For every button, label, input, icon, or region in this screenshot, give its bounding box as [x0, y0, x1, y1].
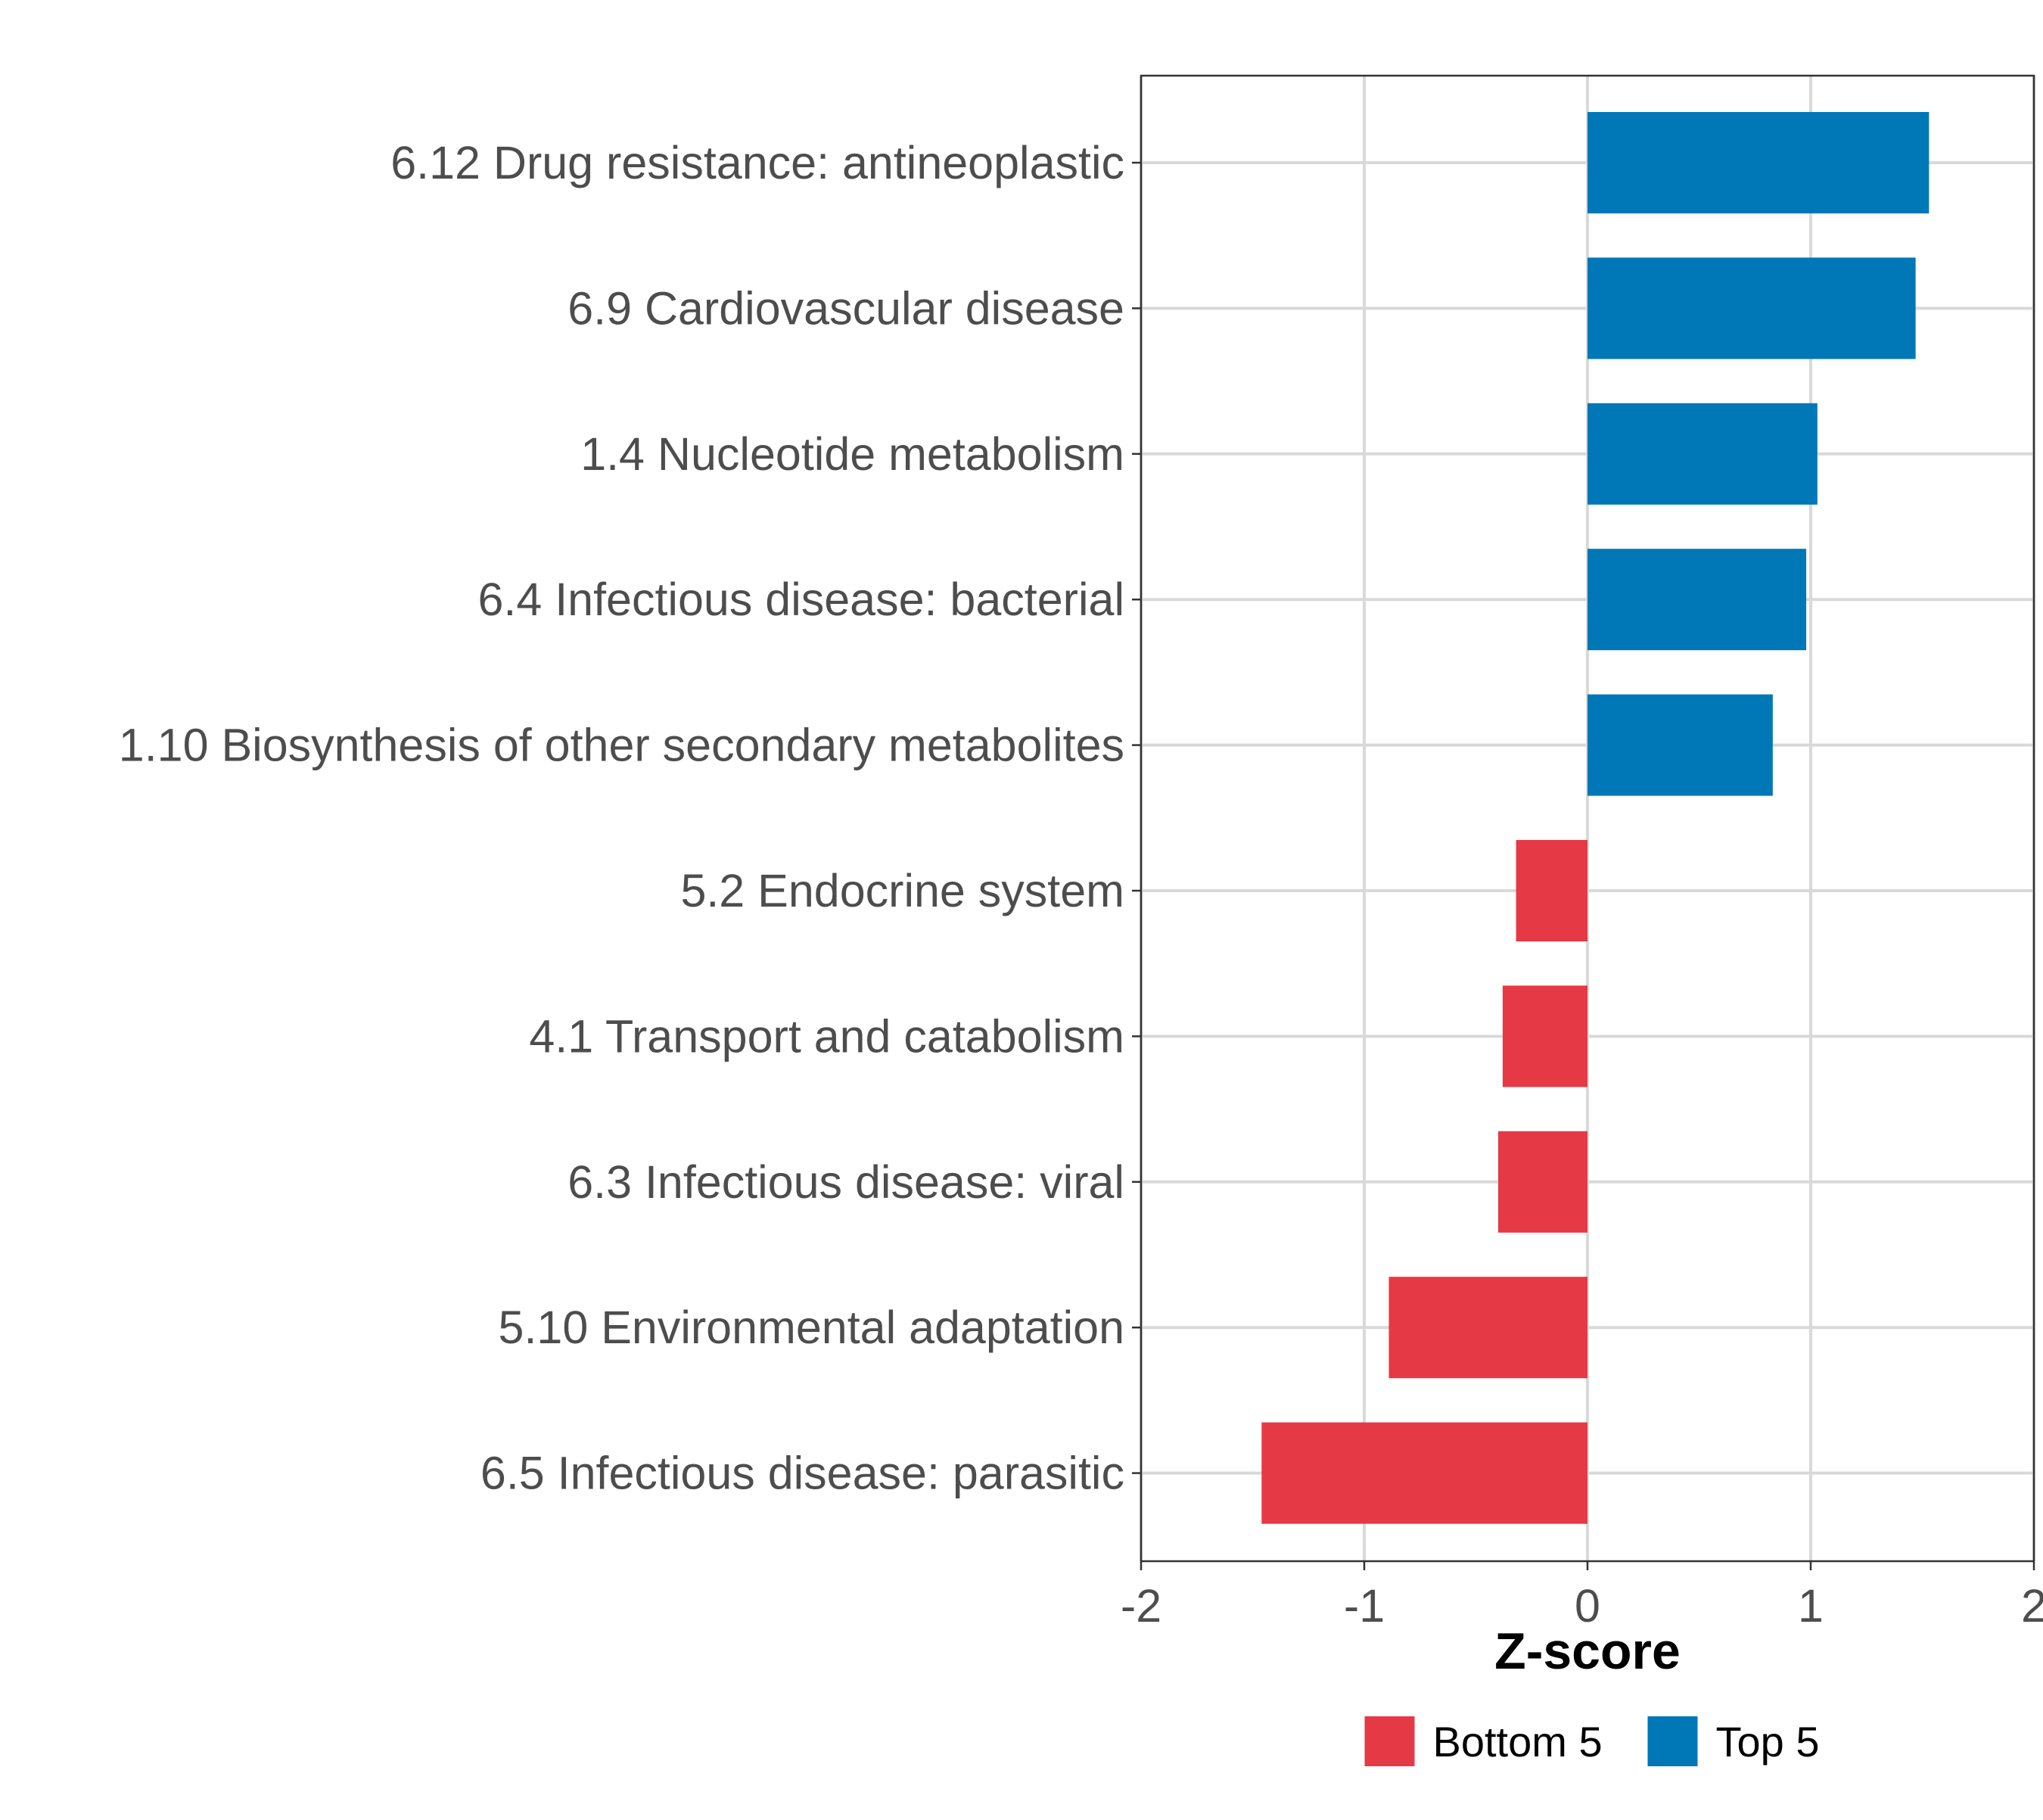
bar [1587, 694, 1773, 796]
bar [1498, 1131, 1587, 1233]
legend-label: Bottom 5 [1433, 1718, 1603, 1766]
y-tick-label: 6.12 Drug resistance: antineoplastic [390, 137, 1124, 188]
x-tick-label: -2 [1121, 1580, 1161, 1632]
y-tick-label: 5.10 Environmental adaptation [499, 1302, 1124, 1353]
legend-label: Top 5 [1716, 1718, 1820, 1766]
y-tick-label: 6.4 Infectious disease: bacterial [477, 574, 1124, 625]
legend-key [1647, 1716, 1698, 1766]
bars [1261, 112, 1930, 1524]
y-tick-label: 1.4 Nucleotide metabolism [580, 428, 1124, 480]
y-tick-label: 6.5 Infectious disease: parasitic [480, 1448, 1124, 1499]
bar [1516, 840, 1587, 941]
bar [1587, 549, 1807, 651]
bar [1587, 403, 1818, 505]
x-tick-label: 0 [1575, 1580, 1600, 1632]
bar [1587, 112, 1930, 213]
axes: 6.12 Drug resistance: antineoplastic 6.9 … [119, 74, 2043, 1632]
bar [1502, 985, 1587, 1087]
y-tick-label: 5.2 Endocrine system [680, 865, 1124, 916]
x-tick-label: -1 [1344, 1580, 1385, 1632]
bar [1388, 1277, 1587, 1379]
y-tick-label: 6.9 Cardiovascular disease [568, 282, 1124, 334]
y-tick-label: 1.10 Biosynthesis of other secondary met… [119, 720, 1124, 771]
bar [1587, 257, 1916, 359]
legend: Bottom 5 Top 5 [1364, 1716, 1820, 1766]
x-axis-title: Z-score [1494, 1622, 1681, 1680]
legend-key [1364, 1716, 1415, 1766]
bar [1261, 1422, 1587, 1524]
x-tick-label: 2 [2021, 1580, 2043, 1632]
y-tick-label: 4.1 Transport and catabolism [529, 1010, 1124, 1062]
x-tick-label: 1 [1798, 1580, 1824, 1632]
y-tick-label: 6.3 Infectious disease: viral [568, 1156, 1124, 1208]
